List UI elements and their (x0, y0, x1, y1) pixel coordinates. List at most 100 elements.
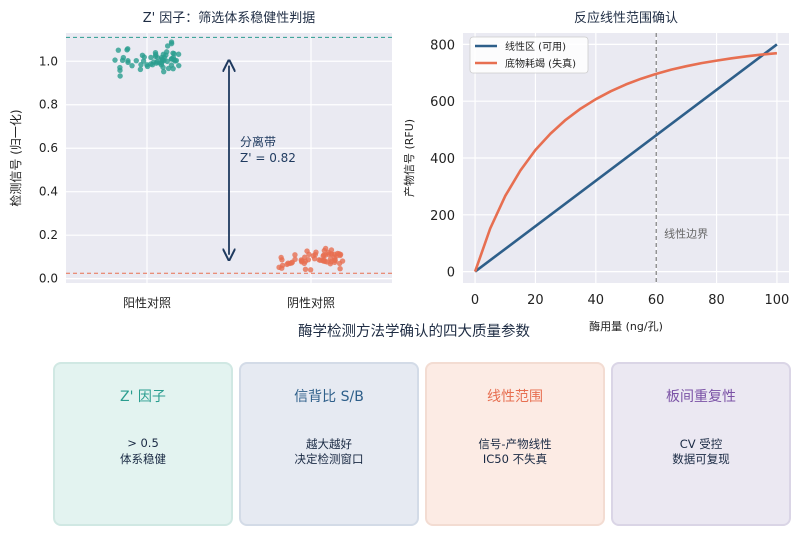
series-line-linear (474, 43, 778, 273)
data-point (320, 257, 326, 264)
lin-x-tick-label: 80 (708, 293, 725, 308)
data-point (140, 58, 147, 64)
lin-x-tick-label: 60 (648, 293, 665, 308)
z-y-tick-label: 0.6 (39, 141, 58, 155)
data-point (168, 39, 175, 45)
data-point (305, 256, 312, 263)
quality-card: 信背比 S/B 越大越好 决定检测窗口 (239, 362, 419, 526)
lin-chart-title: 反应线性范围确认 (574, 10, 678, 26)
lin-y-tick-label: 200 (430, 209, 455, 224)
data-point (302, 266, 309, 273)
legend-label-linear: 线性区 (可用) (505, 40, 566, 53)
data-point (321, 252, 327, 258)
data-point (151, 59, 157, 65)
card-line: 体系稳健 (120, 452, 166, 466)
data-point (337, 265, 343, 272)
z-x-tick-label: 阳性对照 (123, 296, 171, 310)
z-y-tick-label: 1.0 (39, 54, 58, 68)
data-point (144, 63, 151, 70)
data-point (148, 54, 154, 61)
data-point (306, 251, 312, 258)
data-point (133, 57, 139, 64)
data-point (170, 50, 176, 56)
data-point (173, 57, 180, 64)
lin-legend: 线性区 (可用) 底物耗竭 (失真) (469, 36, 589, 74)
data-point (313, 249, 319, 255)
z-y-tick-label: 0.8 (39, 98, 58, 112)
quality-card: 线性范围信号-产物线性 IC50 不失真 (425, 362, 605, 526)
data-point (327, 261, 334, 267)
data-point (137, 66, 144, 73)
data-point (158, 61, 165, 68)
lin-y-tick-label: 800 (430, 38, 455, 53)
data-point (120, 54, 127, 61)
z-x-tick-label: 阴性对照 (287, 296, 335, 310)
data-point (278, 254, 284, 261)
data-point (298, 259, 305, 265)
data-point (169, 55, 175, 62)
legend-label-depletion: 底物耗竭 (失真) (505, 57, 576, 70)
data-point (284, 261, 290, 268)
data-point (328, 251, 334, 257)
data-point (307, 267, 314, 273)
z-y-tick-label: 0.4 (39, 185, 58, 199)
lin-x-axis-label: 酶用量 (ng/孔) (589, 320, 663, 333)
series-line-depletion (473, 51, 778, 273)
lin-y-tick-label: 0 (447, 266, 455, 281)
card-line: 越大越好 (306, 437, 352, 451)
data-point (164, 43, 171, 49)
quality-card: Z' 因子 > 0.5 体系稳健 (53, 362, 233, 526)
card-line: 信号-产物线性 (478, 437, 552, 451)
lin-y-tick-label: 600 (430, 95, 455, 110)
data-point (292, 252, 298, 258)
z-prime-value-label: Z' = 0.82 (240, 151, 296, 165)
data-point (117, 64, 123, 71)
linear-boundary-label: 线性边界 (664, 227, 708, 241)
z-factor-chart: Z' 因子：筛选体系稳健性判据 检测信号 (归一化) 0.0 0.2 0.4 0.6 0… (8, 10, 392, 310)
card-line: CV 受控 (679, 437, 723, 451)
data-point (125, 58, 131, 64)
data-point (176, 62, 182, 69)
lin-x-tick-label: 100 (765, 293, 790, 308)
card-title: 板间重复性 (666, 389, 736, 405)
data-point (161, 68, 167, 75)
lin-y-axis-label: 产物信号 (RFU) (402, 119, 416, 197)
data-point (117, 73, 123, 79)
data-point (115, 47, 122, 53)
card-title: 线性范围 (487, 389, 543, 405)
z-chart-title: Z' 因子：筛选体系稳健性判据 (143, 10, 316, 26)
data-point (328, 247, 335, 253)
z-y-axis-label: 检测信号 (归一化) (8, 109, 23, 206)
card-title: Z' 因子 (120, 389, 166, 405)
separation-band-label: 分离带 (240, 134, 276, 149)
z-y-tick-label: 0.0 (39, 272, 58, 286)
lin-x-tick-label: 20 (527, 293, 544, 308)
data-point (331, 259, 338, 265)
card-line: > 0.5 (127, 436, 159, 450)
data-point (163, 49, 170, 55)
card-line: 决定检测窗口 (294, 452, 364, 466)
quality-card: 板间重复性 CV 受控 数据可复现 (611, 362, 791, 526)
data-point (168, 62, 175, 68)
section-title: 酶学检测方法学确认的四大质量参数 (298, 324, 530, 340)
data-point (336, 251, 342, 257)
data-point (112, 57, 118, 63)
lin-x-tick-label: 40 (588, 293, 605, 308)
linearity-chart: 反应线性范围确认 产物信号 (RFU) 酶用量 (ng/孔) 0 20 40 60 80… (402, 10, 790, 333)
data-point (279, 265, 285, 271)
card-line: 数据可复现 (672, 452, 730, 466)
data-point (175, 51, 182, 57)
data-point (339, 258, 346, 264)
card-line: IC50 不失真 (482, 452, 548, 466)
data-point (292, 256, 298, 263)
legend-box (469, 36, 589, 74)
card-title: 信背比 S/B (294, 389, 364, 405)
lin-y-tick-label: 400 (430, 152, 455, 167)
z-y-tick-label: 0.2 (39, 228, 58, 242)
data-point (125, 46, 131, 52)
data-point (152, 49, 159, 56)
data-point (161, 54, 168, 61)
lin-x-tick-label: 0 (471, 293, 479, 308)
data-point (331, 254, 337, 261)
